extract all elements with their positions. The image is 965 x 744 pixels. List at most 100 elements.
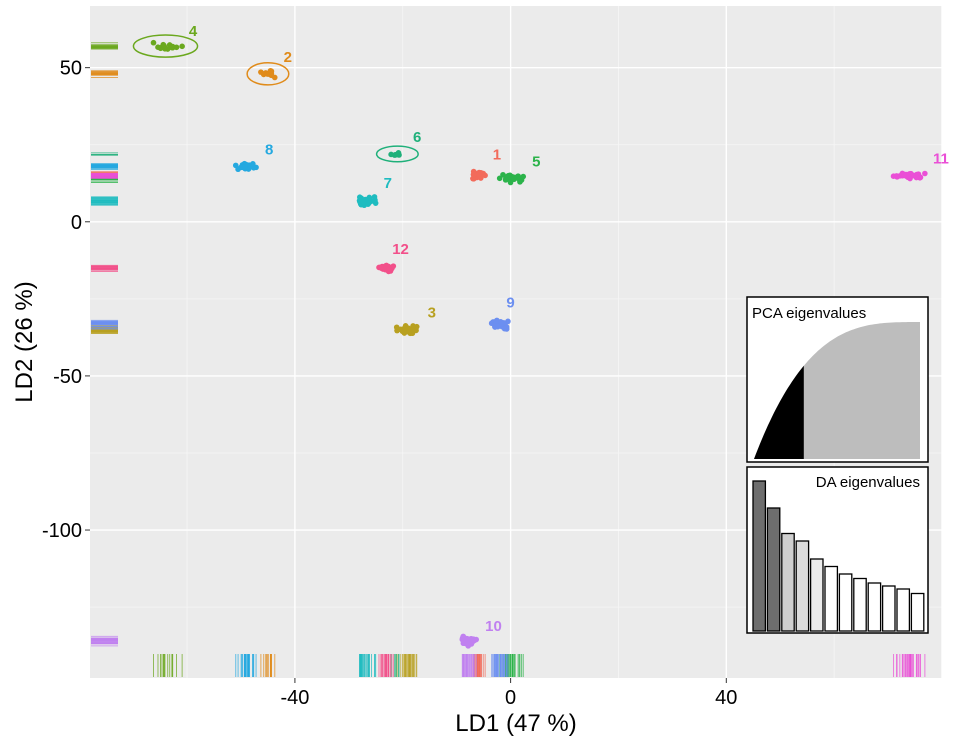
data-point: [406, 326, 412, 332]
data-point: [395, 150, 402, 156]
cluster-10: 10: [459, 618, 502, 649]
cluster-6: 6: [375, 129, 421, 163]
data-point: [150, 39, 157, 46]
data-point: [503, 176, 509, 183]
cluster-label: 8: [265, 141, 273, 158]
data-point: [922, 170, 928, 177]
cluster-label: 10: [485, 618, 502, 635]
data-point: [179, 43, 185, 50]
cluster-label: 5: [532, 154, 540, 171]
da-bar: [881, 585, 896, 632]
da-bar: [838, 573, 853, 632]
x-tick-label: 0: [505, 687, 516, 709]
cluster-label: 2: [284, 49, 292, 66]
cluster-12: 12: [376, 241, 409, 275]
data-point: [388, 151, 394, 158]
da-inset-title: DA eigenvalues: [816, 474, 920, 491]
data-point: [366, 195, 373, 202]
data-point: [161, 42, 167, 49]
y-tick-label: -100: [42, 520, 82, 542]
data-point: [470, 171, 477, 178]
da-bar: [766, 507, 781, 632]
grid-major: [90, 6, 943, 678]
cluster-1: 1: [470, 147, 501, 182]
cluster-label: 7: [384, 175, 392, 192]
data-point: [271, 74, 278, 81]
da-eigenvalues-inset: DA eigenvalues: [746, 466, 929, 634]
data-point: [465, 643, 472, 649]
da-bar: [896, 588, 911, 632]
cluster-3: 3: [393, 305, 436, 337]
cluster-label: 9: [506, 295, 514, 312]
data-point: [390, 263, 397, 269]
data-point: [371, 194, 378, 200]
da-bar: [910, 592, 925, 632]
data-point: [466, 636, 472, 643]
y-rug: [91, 42, 118, 647]
data-point: [511, 176, 517, 183]
da-bar: [809, 558, 824, 632]
data-point: [397, 326, 404, 333]
x-axis-ticks: -40 0 40: [280, 678, 737, 709]
data-point: [383, 262, 390, 269]
x-rug: [153, 654, 926, 677]
cluster-4: 4: [132, 23, 199, 58]
data-point: [910, 172, 916, 179]
da-bar: [867, 582, 882, 632]
data-point: [360, 199, 367, 205]
data-point: [366, 200, 372, 206]
data-point: [520, 173, 527, 180]
x-tick-label: 40: [715, 687, 737, 709]
da-bars: [752, 480, 925, 632]
pca-retained-area: [754, 365, 804, 459]
data-point: [495, 323, 501, 330]
pca-inset-title: PCA eigenvalues: [752, 305, 866, 322]
data-point: [258, 69, 264, 75]
cluster-8: 8: [232, 141, 273, 173]
cluster-11: 11: [890, 151, 949, 182]
data-point: [377, 264, 384, 270]
data-point: [476, 171, 482, 178]
data-point: [241, 164, 248, 170]
data-point: [501, 325, 508, 332]
data-point: [164, 46, 171, 52]
cluster-2: 2: [246, 49, 292, 86]
cluster-label: 4: [189, 23, 198, 40]
data-point: [410, 323, 416, 329]
cluster-label: 6: [413, 129, 421, 146]
data-point: [250, 161, 256, 167]
cluster-label: 11: [933, 151, 949, 168]
data-point: [386, 266, 392, 273]
data-point: [470, 175, 476, 182]
data-point: [917, 174, 924, 181]
data-point: [517, 179, 523, 185]
cluster-5: 5: [496, 154, 540, 186]
data-point: [901, 171, 907, 178]
cluster-7: 7: [356, 175, 392, 209]
y-tick-label: 0: [71, 212, 82, 234]
cluster-9: 9: [488, 295, 515, 332]
y-axis-ticks: 50 0 -50 -100: [42, 58, 90, 542]
y-tick-label: 50: [60, 58, 82, 80]
da-bar: [752, 480, 767, 632]
data-point: [401, 330, 408, 336]
da-bar: [853, 577, 867, 632]
cluster-label: 3: [428, 305, 436, 322]
x-tick-label: -40: [280, 687, 309, 709]
pca-eigenvalues-inset: PCA eigenvalues: [746, 296, 929, 463]
y-axis-title: LD2 (26 %): [11, 281, 38, 402]
da-bar: [824, 565, 839, 632]
data-point: [268, 70, 275, 77]
y-tick-label: -50: [53, 366, 82, 388]
da-bar: [795, 540, 810, 632]
cluster-ellipse: [132, 34, 199, 58]
cluster-ellipse: [375, 145, 419, 163]
cluster-ellipse: [246, 62, 290, 86]
data-point: [496, 175, 503, 182]
cluster-label: 12: [392, 241, 409, 258]
x-axis-title: LD1 (47 %): [455, 710, 576, 737]
data-point: [893, 173, 900, 179]
cluster-label: 1: [493, 147, 501, 164]
